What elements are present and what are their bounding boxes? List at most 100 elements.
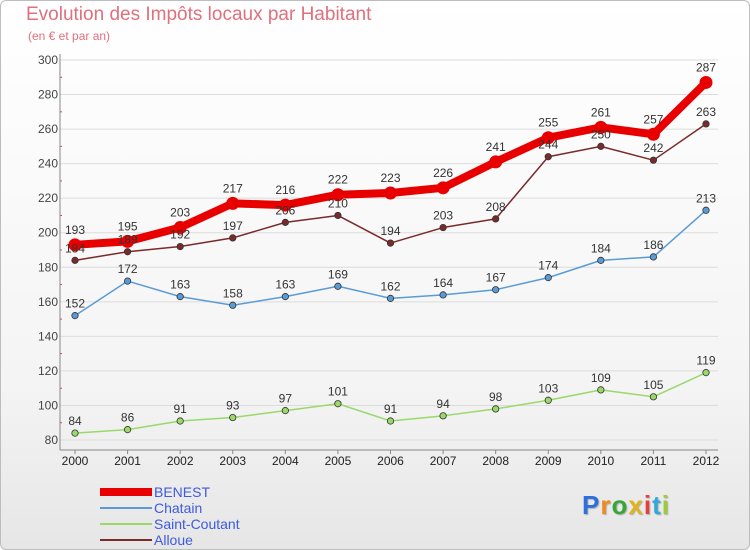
data-label: 257 (643, 112, 663, 126)
grid-lines (60, 59, 718, 441)
data-label: 213 (696, 191, 716, 205)
logo-letter: x (628, 490, 644, 520)
data-point (281, 407, 289, 415)
legend-swatch (100, 488, 152, 496)
data-point (544, 153, 552, 161)
y-tick-label: 160 (38, 295, 58, 309)
series-lines (68, 75, 713, 437)
y-tick-label: 260 (38, 122, 58, 136)
data-label: 189 (118, 233, 138, 247)
data-point (439, 223, 447, 232)
legend-item: Saint-Coutant (100, 516, 320, 532)
series-alloue (71, 120, 710, 264)
data-point (123, 277, 132, 285)
data-label: 97 (279, 392, 293, 406)
legend-label: Chatain (154, 500, 203, 516)
data-point (702, 206, 710, 214)
data-label: 184 (65, 241, 85, 255)
data-labels: 184 189 192 197 206 210 194 203 208 244 250 242 263 8… (65, 60, 716, 428)
data-point (544, 396, 552, 404)
chart-title: Evolution des Impôts locaux par Habitant (26, 4, 372, 25)
data-label: 197 (223, 219, 243, 233)
data-label: 203 (170, 206, 190, 220)
x-tick-label: 2008 (482, 454, 509, 468)
data-point (544, 274, 552, 282)
data-point (649, 156, 658, 164)
data-point (699, 75, 713, 89)
legend-label: Saint-Coutant (154, 516, 240, 532)
data-label: 226 (433, 166, 453, 180)
data-label: 287 (696, 60, 716, 74)
data-label: 184 (591, 241, 611, 255)
data-point (281, 293, 289, 301)
legend-swatch (100, 523, 152, 525)
data-label: 208 (486, 200, 506, 214)
data-point (176, 417, 184, 425)
data-point (68, 238, 82, 252)
data-label: 255 (538, 116, 558, 130)
data-point (121, 234, 135, 248)
y-tick-label: 140 (38, 329, 58, 343)
proxiti-logo: Proxiti (582, 490, 670, 521)
logo-letter: P (582, 490, 601, 520)
x-tick-label: 2000 (62, 454, 89, 468)
data-point (541, 131, 555, 145)
data-label: 223 (380, 171, 400, 185)
data-label: 163 (170, 278, 190, 292)
y-tick-label: 220 (38, 191, 58, 205)
data-point (176, 293, 184, 301)
data-point (386, 417, 395, 425)
data-point (123, 426, 132, 434)
chart-subtitle: (en € et par an) (28, 29, 111, 43)
data-point (594, 120, 608, 134)
y-tick-label: 280 (38, 88, 58, 102)
data-point (229, 234, 237, 242)
data-point (439, 412, 447, 420)
data-point (597, 386, 605, 394)
data-label: 216 (275, 183, 295, 197)
logo-letter: t (652, 490, 662, 520)
x-tick-label: 2009 (535, 454, 562, 468)
series-saint-coutant (71, 369, 710, 437)
data-point (331, 188, 345, 202)
data-point (334, 211, 342, 220)
data-label: 242 (643, 141, 663, 155)
data-point (649, 253, 658, 261)
data-point (439, 291, 447, 299)
data-point (384, 186, 397, 200)
data-point (226, 196, 240, 210)
data-point (646, 127, 660, 141)
data-point (334, 282, 342, 290)
data-label: 86 (121, 411, 135, 425)
data-label: 172 (118, 262, 138, 276)
data-label: 94 (436, 397, 450, 411)
data-label: 203 (433, 209, 453, 223)
data-label: 158 (223, 286, 243, 300)
data-label: 101 (328, 385, 348, 399)
data-label: 119 (696, 354, 715, 368)
data-label: 174 (538, 259, 558, 273)
data-label: 217 (223, 181, 243, 195)
y-tick-label: 240 (38, 157, 58, 171)
data-label: 192 (170, 228, 190, 242)
y-tick-label: 300 (38, 53, 58, 67)
data-label: 91 (173, 402, 187, 416)
y-tick-label: 120 (38, 364, 58, 378)
data-label: 163 (275, 278, 295, 292)
data-label: 210 (328, 196, 348, 210)
data-point (71, 312, 79, 320)
data-point (702, 120, 710, 128)
y-tick-label: 80 (45, 433, 59, 447)
data-label: 109 (591, 371, 611, 385)
data-label: 103 (538, 381, 558, 395)
logo-letter: i (661, 490, 670, 520)
x-tick-label: 2007 (430, 454, 457, 468)
data-label: 93 (226, 399, 240, 413)
data-point (489, 155, 503, 169)
y-tick-label: 100 (38, 398, 58, 412)
data-point (597, 256, 605, 264)
data-label: 193 (65, 223, 85, 237)
data-label: 152 (65, 297, 85, 311)
